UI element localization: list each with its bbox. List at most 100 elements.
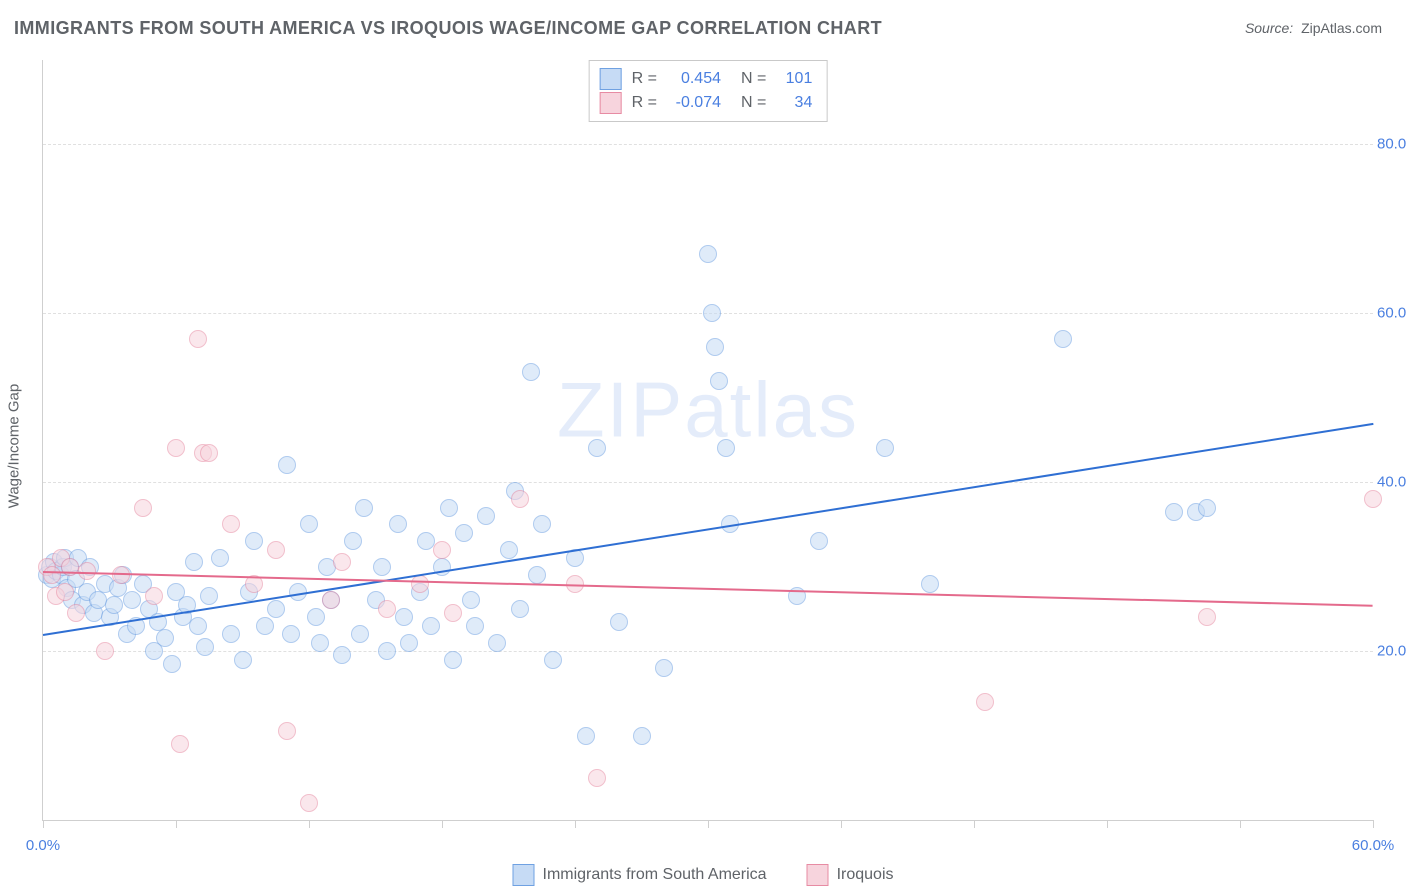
scatter-point xyxy=(189,617,207,635)
scatter-point xyxy=(1198,499,1216,517)
scatter-point xyxy=(544,651,562,669)
scatter-point xyxy=(134,499,152,517)
legend-label: Iroquois xyxy=(837,866,894,884)
scatter-point xyxy=(455,524,473,542)
scatter-point xyxy=(355,499,373,517)
scatter-point xyxy=(278,722,296,740)
scatter-point xyxy=(633,727,651,745)
legend-item: Iroquois xyxy=(807,864,894,886)
grid-line xyxy=(43,144,1373,145)
r-label: R = xyxy=(632,91,657,115)
scatter-point xyxy=(222,515,240,533)
scatter-point xyxy=(344,532,362,550)
x-tick xyxy=(176,820,177,828)
scatter-point xyxy=(462,591,480,609)
scatter-point xyxy=(533,515,551,533)
x-tick xyxy=(841,820,842,828)
legend-item: Immigrants from South America xyxy=(513,864,767,886)
scatter-point xyxy=(1364,490,1382,508)
scatter-point xyxy=(307,608,325,626)
r-label: R = xyxy=(632,67,657,91)
scatter-point xyxy=(444,604,462,622)
trend-line xyxy=(43,423,1373,636)
scatter-point xyxy=(67,604,85,622)
stats-row: R =0.454N =101 xyxy=(600,67,813,91)
scatter-point xyxy=(267,600,285,618)
scatter-point xyxy=(511,490,529,508)
scatter-point xyxy=(378,642,396,660)
x-tick xyxy=(575,820,576,828)
scatter-point xyxy=(876,439,894,457)
scatter-point xyxy=(706,338,724,356)
scatter-point xyxy=(588,769,606,787)
scatter-point xyxy=(351,625,369,643)
scatter-point xyxy=(466,617,484,635)
scatter-point xyxy=(488,634,506,652)
scatter-point xyxy=(810,532,828,550)
x-tick xyxy=(708,820,709,828)
scatter-point xyxy=(588,439,606,457)
x-tick-label: 60.0% xyxy=(1352,837,1395,854)
x-tick xyxy=(974,820,975,828)
y-tick-label: 80.0% xyxy=(1377,136,1406,153)
x-tick xyxy=(442,820,443,828)
scatter-point xyxy=(322,591,340,609)
n-label: N = xyxy=(741,67,766,91)
scatter-point xyxy=(440,499,458,517)
scatter-point xyxy=(300,515,318,533)
bottom-legend: Immigrants from South America Iroquois xyxy=(513,864,894,886)
scatter-point xyxy=(267,541,285,559)
n-value: 101 xyxy=(776,67,812,91)
scatter-point xyxy=(333,553,351,571)
scatter-point xyxy=(378,600,396,618)
scatter-point xyxy=(96,642,114,660)
scatter-point xyxy=(703,304,721,322)
source-label: Source: xyxy=(1245,20,1293,36)
scatter-point xyxy=(43,566,61,584)
scatter-point xyxy=(123,591,141,609)
source-attribution: Source: ZipAtlas.com xyxy=(1245,20,1382,36)
stats-row: R =-0.074N =34 xyxy=(600,91,813,115)
chart-title: IMMIGRANTS FROM SOUTH AMERICA VS IROQUOI… xyxy=(14,18,882,39)
scatter-point xyxy=(717,439,735,457)
scatter-point xyxy=(411,575,429,593)
scatter-point xyxy=(500,541,518,559)
scatter-point xyxy=(245,532,263,550)
scatter-point xyxy=(211,549,229,567)
scatter-point xyxy=(444,651,462,669)
scatter-point xyxy=(282,625,300,643)
stats-legend-box: R =0.454N =101R =-0.074N =34 xyxy=(589,60,828,122)
scatter-point xyxy=(655,659,673,677)
scatter-point xyxy=(477,507,495,525)
scatter-point xyxy=(710,372,728,390)
scatter-point xyxy=(171,735,189,753)
legend-swatch xyxy=(807,864,829,886)
scatter-point xyxy=(300,794,318,812)
scatter-point xyxy=(522,363,540,381)
scatter-point xyxy=(976,693,994,711)
x-tick xyxy=(309,820,310,828)
n-value: 34 xyxy=(776,91,812,115)
scatter-point xyxy=(156,629,174,647)
y-axis-title: Wage/Income Gap xyxy=(6,384,23,509)
scatter-point xyxy=(167,439,185,457)
scatter-point xyxy=(234,651,252,669)
scatter-point xyxy=(311,634,329,652)
x-tick-label: 0.0% xyxy=(26,837,60,854)
scatter-point xyxy=(610,613,628,631)
legend-swatch xyxy=(600,92,622,114)
scatter-point xyxy=(200,587,218,605)
scatter-point xyxy=(1054,330,1072,348)
scatter-point xyxy=(56,583,74,601)
scatter-point xyxy=(222,625,240,643)
scatter-point xyxy=(1198,608,1216,626)
scatter-point xyxy=(145,587,163,605)
x-tick xyxy=(1373,820,1374,828)
scatter-point xyxy=(699,245,717,263)
source-value: ZipAtlas.com xyxy=(1301,20,1382,36)
scatter-point xyxy=(200,444,218,462)
scatter-point xyxy=(189,330,207,348)
scatter-point xyxy=(256,617,274,635)
scatter-point xyxy=(333,646,351,664)
x-tick xyxy=(1240,820,1241,828)
